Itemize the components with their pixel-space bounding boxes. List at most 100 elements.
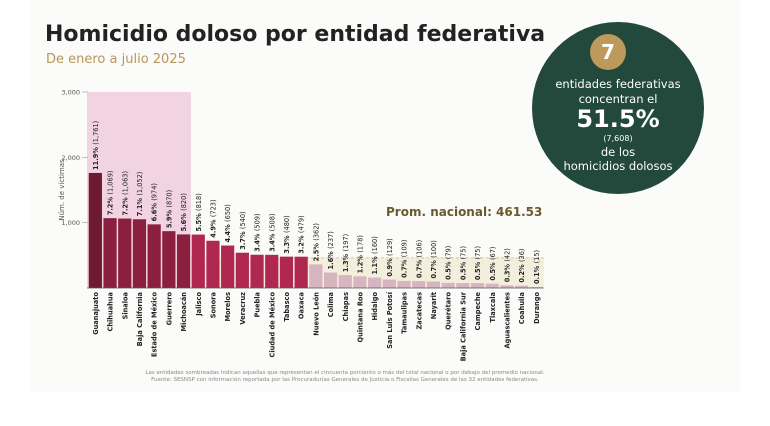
- x-tick-label: Campeche: [474, 291, 482, 330]
- bar: [470, 283, 485, 288]
- bar: [88, 172, 102, 288]
- summary-count: (7,608): [603, 134, 633, 143]
- bar: [118, 218, 132, 288]
- bar-value-label: 0.2% (36): [518, 249, 526, 283]
- bar-value-label: 1.6% (237): [327, 231, 335, 269]
- bar-value-label: 0.5% (67): [489, 246, 497, 280]
- x-tick-label: Sonora: [209, 292, 217, 318]
- bar: [382, 279, 396, 288]
- bar-value-label: 7.2% (1,069): [107, 171, 115, 216]
- x-tick-label: Baja California Sur: [459, 291, 467, 361]
- bar: [294, 256, 308, 288]
- y-tick-label: 2,000: [61, 154, 80, 162]
- bar: [176, 234, 191, 288]
- bar-value-label: 0.1% (15): [533, 250, 541, 284]
- bar-value-label: 0.7% (100): [430, 240, 438, 278]
- x-tick-label: Guanajuato: [92, 292, 100, 335]
- bar-value-label: 7.1% (1,052): [136, 172, 144, 217]
- bar: [515, 285, 529, 288]
- x-tick-label: Nayarit: [430, 292, 438, 319]
- page-subtitle: De enero a julio 2025: [46, 52, 186, 67]
- bar: [279, 256, 294, 288]
- average-label: Prom. nacional: 461.53: [386, 205, 543, 219]
- x-tick-label: Coahuila: [518, 292, 526, 324]
- summary-line-3: de los: [600, 145, 636, 159]
- bar-value-label: 1.3% (197): [342, 234, 350, 272]
- bar: [412, 281, 426, 288]
- bar-value-label: 0.7% (109): [401, 240, 409, 278]
- footnote-source: Fuente: SESNSP con información reportada…: [151, 377, 539, 383]
- x-tick-label: Nuevo León: [312, 292, 320, 336]
- bar: [485, 283, 499, 288]
- bar-value-label: 1.2% (178): [356, 235, 364, 273]
- bar: [191, 234, 205, 288]
- bar: [132, 219, 147, 288]
- bar-value-label: 6.6% (974): [151, 183, 159, 221]
- bar: [500, 285, 514, 288]
- x-tick-label: Colima: [327, 292, 335, 317]
- page-title: Homicidio doloso por entidad federativa: [45, 22, 546, 47]
- x-tick-label: Veracruz: [239, 292, 247, 325]
- x-tick-label: Morelos: [224, 292, 232, 322]
- x-tick-label: Ciudad de México: [268, 292, 276, 358]
- bar: [368, 277, 382, 288]
- bar-value-label: 5.9% (870): [165, 190, 173, 228]
- bar-value-label: 5.5% (818): [195, 193, 203, 231]
- bar-value-label: 3.7% (540): [239, 211, 247, 249]
- bar-value-label: 4.4% (650): [224, 204, 232, 242]
- bar: [426, 281, 441, 288]
- footnote-note: Las entidades sombreadas indican aquella…: [145, 370, 545, 376]
- x-tick-label: Estado de México: [151, 292, 159, 358]
- x-tick-label: Puebla: [254, 292, 262, 317]
- summary-line-1: entidades federativas: [555, 77, 681, 91]
- bar-value-label: 0.3% (42): [503, 248, 511, 282]
- bar: [147, 224, 161, 288]
- bar-value-label: 3.4% (508): [268, 213, 276, 251]
- y-tick-label: 1,000: [61, 219, 80, 227]
- bar: [323, 272, 338, 288]
- x-tick-label: Tlaxcala: [489, 292, 497, 323]
- summary-number-badge: 7: [590, 34, 626, 70]
- x-tick-label: Tabasco: [283, 292, 291, 322]
- x-tick-label: Querétaro: [445, 292, 453, 330]
- x-tick-label: San Luis Potosí: [386, 291, 394, 349]
- bar-value-label: 0.5% (75): [459, 246, 467, 280]
- x-tick-label: Quintana Roo: [356, 292, 364, 343]
- bar: [265, 254, 279, 288]
- bar-value-label: 3.2% (479): [298, 215, 306, 253]
- bar-value-label: 0.9% (129): [386, 238, 394, 276]
- bar: [456, 283, 470, 288]
- bar: [397, 280, 411, 288]
- summary-line-4: homicidios dolosos: [563, 159, 673, 173]
- bar-value-label: 11.9% (1,761): [92, 121, 100, 170]
- x-tick-label: Zacatecas: [415, 292, 423, 330]
- x-tick-label: Chiapas: [342, 292, 350, 321]
- bar: [162, 231, 176, 288]
- x-tick-label: Baja California: [136, 292, 144, 346]
- bar: [338, 275, 352, 288]
- x-tick-label: Tamaulipas: [401, 292, 409, 334]
- x-tick-label: Guerrero: [165, 292, 173, 326]
- x-tick-label: Hidalgo: [371, 292, 379, 321]
- bar-value-label: 0.5% (79): [445, 246, 453, 280]
- bar-value-label: 1.1% (160): [371, 236, 379, 274]
- bar-value-label: 0.7% (106): [415, 240, 423, 278]
- bar: [103, 218, 117, 288]
- bar: [221, 245, 235, 288]
- x-tick-label: Chihuahua: [107, 292, 115, 331]
- bar: [309, 264, 323, 288]
- bar: [441, 282, 455, 288]
- x-tick-label: Jalisco: [195, 292, 203, 317]
- bar-value-label: 7.2% (1,063): [121, 171, 129, 216]
- x-tick-label: Sinaloa: [121, 292, 129, 319]
- bar: [235, 252, 249, 288]
- bar-value-label: 4.9% (723): [209, 199, 217, 237]
- summary-line-2: concentran el: [578, 92, 658, 106]
- bar-value-label: 2.5% (362): [312, 223, 320, 261]
- y-tick-label: 3,000: [61, 89, 80, 97]
- y-axis-label: Núm. de víctimas: [58, 159, 66, 221]
- bar: [250, 254, 264, 288]
- bar-value-label: 3.3% (480): [283, 215, 291, 253]
- bar-value-label: 0.5% (75): [474, 246, 482, 280]
